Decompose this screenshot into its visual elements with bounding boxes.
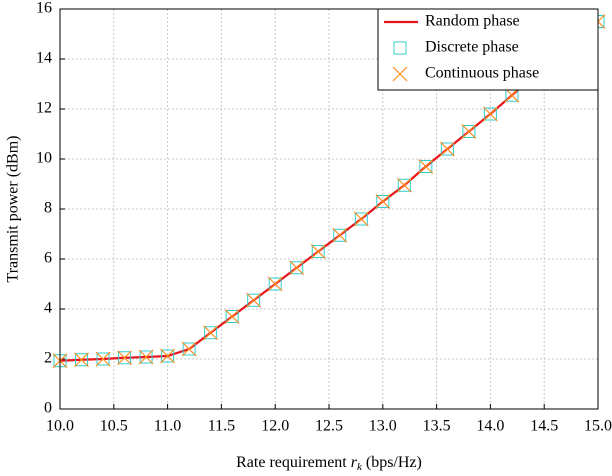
x-label-var: r <box>351 454 358 471</box>
marker <box>419 160 433 173</box>
marker <box>74 352 89 368</box>
y-tick-label: 4 <box>44 300 52 317</box>
marker <box>482 106 498 122</box>
y-tick-label: 12 <box>36 100 52 117</box>
marker <box>440 142 454 156</box>
marker <box>160 348 176 364</box>
marker <box>333 228 347 242</box>
marker <box>96 352 110 366</box>
x-tick-label: 12.5 <box>315 418 343 435</box>
y-tick-label: 6 <box>44 250 52 267</box>
marker <box>354 212 368 226</box>
legend-label: Discrete phase <box>425 39 519 56</box>
plot-frame <box>59 8 599 410</box>
y-tick-label: 0 <box>44 400 52 417</box>
marker <box>310 244 326 259</box>
y-tick-label: 2 <box>44 350 52 367</box>
x-tick-label: 15.0 <box>584 418 612 435</box>
marker <box>139 350 153 364</box>
legend: Random phase Discrete phase Continuous pha… <box>377 8 599 91</box>
legend-label: Continuous phase <box>425 65 539 82</box>
marker <box>332 227 348 243</box>
y-tick-label: 10 <box>36 150 52 167</box>
x-axis-label: Rate requirement rk (bps/Hz) <box>236 454 422 473</box>
marker <box>117 350 132 366</box>
x-label-text: Rate requirement <box>236 454 351 471</box>
marker <box>375 194 391 209</box>
marker <box>95 351 111 367</box>
marker <box>267 276 283 292</box>
x-tick-label: 11.5 <box>208 418 235 435</box>
marker <box>353 211 369 227</box>
x-label-sub: k <box>357 461 363 473</box>
marker <box>311 245 325 258</box>
marker <box>182 342 196 356</box>
marker <box>483 107 497 121</box>
marker <box>224 309 240 324</box>
marker <box>462 125 476 138</box>
y-tick-label: 8 <box>44 200 52 217</box>
marker <box>376 195 390 208</box>
marker <box>397 178 411 192</box>
y-tick-label: 16 <box>36 0 52 17</box>
marker <box>268 277 282 291</box>
legend-label: Random phase <box>425 13 520 30</box>
x-tick-label: 10.0 <box>46 418 74 435</box>
marker <box>247 293 261 307</box>
marker <box>118 351 132 365</box>
x-tick-label: 10.5 <box>100 418 128 435</box>
marker <box>138 349 154 365</box>
marker <box>181 341 197 357</box>
x-label-unit: (bps/Hz) <box>362 454 422 471</box>
x-tick-label: 14.0 <box>476 418 504 435</box>
marker <box>439 141 455 157</box>
legend-swatch <box>392 66 408 82</box>
x-tick-label: 12.0 <box>261 418 289 435</box>
x-tick-label: 11.0 <box>154 418 181 435</box>
legend-swatch <box>393 41 407 55</box>
marker <box>289 260 305 276</box>
x-tick-label: 13.0 <box>369 418 397 435</box>
y-tick-label: 14 <box>36 50 52 67</box>
x-tick-label: 14.5 <box>530 418 558 435</box>
marker <box>418 159 434 174</box>
marker <box>461 124 477 139</box>
x-tick-label: 13.5 <box>423 418 451 435</box>
marker <box>504 87 520 103</box>
marker <box>290 261 304 275</box>
marker <box>203 325 219 341</box>
marker <box>75 353 89 367</box>
marker <box>246 292 262 308</box>
marker <box>161 349 175 363</box>
marker <box>396 177 412 193</box>
y-axis-label: Transmit power (dBm) <box>5 136 22 283</box>
marker <box>225 310 239 323</box>
marker <box>204 326 218 340</box>
